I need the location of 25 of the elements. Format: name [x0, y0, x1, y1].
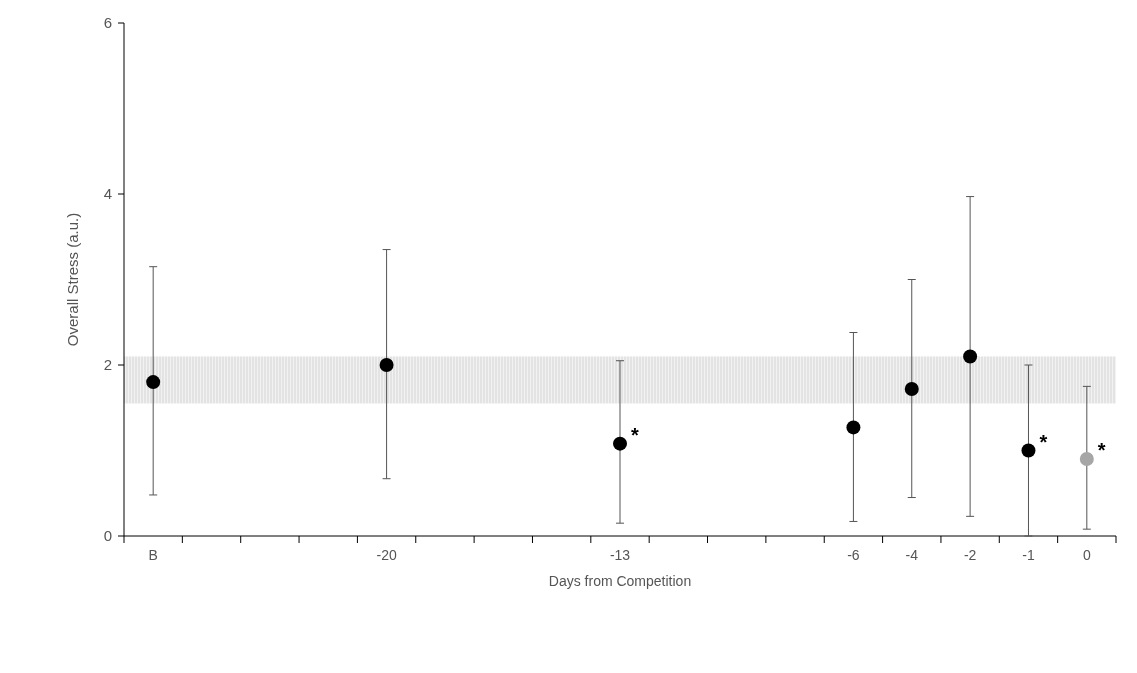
point: [963, 349, 978, 364]
x-tick-label: -6: [847, 547, 860, 563]
point: [1021, 443, 1036, 458]
y-tick-label: 2: [103, 356, 112, 374]
x-tick-label: -1: [1022, 547, 1035, 563]
y-tick-label: 4: [103, 185, 112, 203]
y-tick-label: 0: [103, 527, 112, 545]
point: [1079, 452, 1094, 467]
x-tick-label: -2: [963, 547, 977, 563]
point: [146, 375, 161, 390]
annotation: *: [1039, 430, 1048, 453]
point: [379, 358, 394, 372]
x-tick-label: B: [148, 547, 158, 563]
y-tick-label: 6: [103, 14, 112, 32]
x-tick-label: -13: [609, 547, 631, 563]
x-tick-label: -4: [905, 547, 919, 563]
annotation: *: [1097, 439, 1106, 462]
point: [846, 420, 861, 435]
x-axis-title: Days from Competition: [548, 573, 692, 589]
x-tick-label: -20: [376, 547, 397, 563]
point: [613, 436, 627, 451]
point: [904, 381, 919, 396]
y-axis-title: Overall Stress (a.u.): [64, 212, 81, 347]
annotation: *: [631, 423, 639, 446]
x-tick-label: 0: [1082, 547, 1091, 563]
